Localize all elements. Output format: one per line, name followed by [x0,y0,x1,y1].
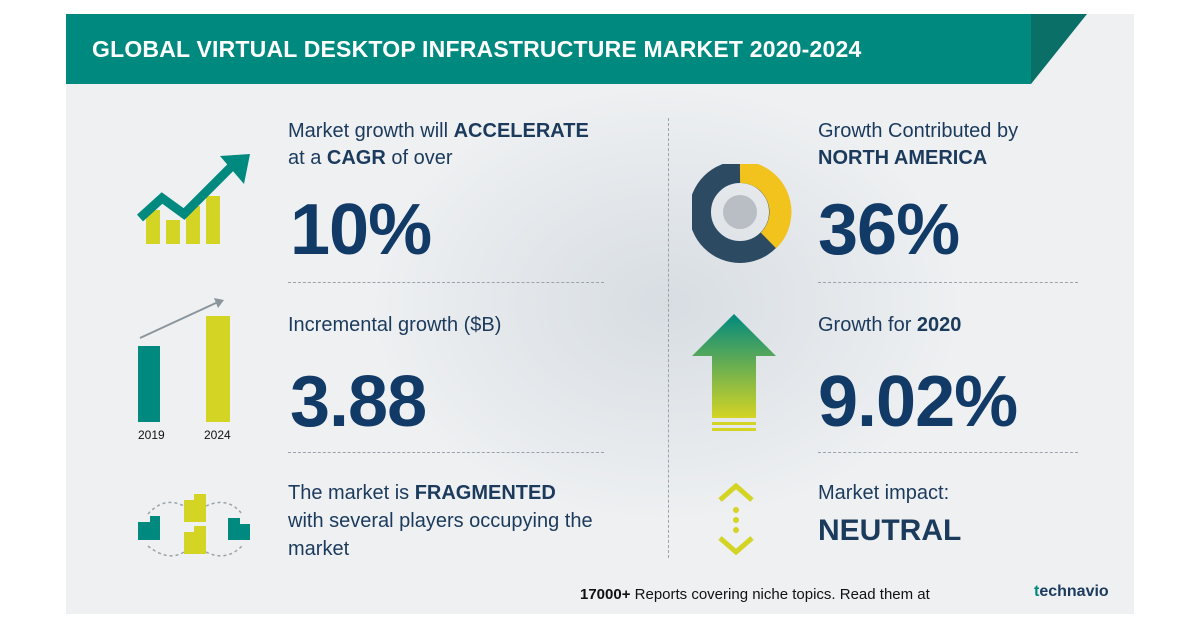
footer-text: 17000+ Reports covering niche topics. Re… [580,586,930,603]
region-value: 36% [818,190,960,270]
cagr-value: 10% [290,190,432,270]
incremental-value: 3.88 [290,362,427,442]
fragmented-line3: market [288,538,350,560]
yoy-label-prefix: Growth for [818,314,917,336]
technavio-logo-text: echnavio [1039,583,1109,600]
neutral-impact-icon [718,482,754,556]
impact-label: Market impact: [818,482,950,504]
fragmented-line1-prefix: The market is [288,482,415,504]
up-arrow-icon [692,314,776,431]
yoy-year-emph: 2020 [916,314,962,336]
growth-line2: at a CAGR of over [288,145,453,172]
yoy-value: 9.02% [818,362,1018,442]
divider [818,282,1078,283]
growth-line2-suffix: of over [385,147,453,169]
divider [288,282,604,283]
growth-accelerate-emph: ACCELERATE [453,120,589,142]
buildings-network-icon [138,494,250,557]
impact-value: NEUTRAL [818,514,962,547]
background-glow [366,84,966,524]
title-bar: GLOBAL VIRTUAL DESKTOP INFRASTRUCTURE MA… [66,14,1031,84]
technavio-logo-mark: t [1034,583,1040,600]
column-divider [668,118,669,558]
footer-description: Reports covering niche topics. Read them… [630,586,930,603]
growth-line1-prefix: Market growth will [288,120,454,142]
incremental-bars-icon [138,298,230,422]
infographic-card: GLOBAL VIRTUAL DESKTOP INFRASTRUCTURE MA… [66,14,1134,614]
region-line1: Growth Contributed by [818,120,1019,142]
page-title: GLOBAL VIRTUAL DESKTOP INFRASTRUCTURE MA… [92,36,862,62]
bar-label-2019: 2019 [138,428,165,442]
fragmented-emph: FRAGMENTED [414,482,556,504]
fragmented-line1: The market is FRAGMENTED [288,480,556,507]
growth-line2-prefix: at a [288,147,327,169]
divider [288,452,604,453]
region-line2: NORTH AMERICA [818,147,988,169]
incremental-label: Incremental growth ($B) [288,314,502,336]
divider [818,452,1078,453]
donut-chart-icon [692,164,792,263]
yoy-label: Growth for 2020 [818,312,961,339]
fragmented-line2: with several players occupying the [288,510,593,532]
growth-chart-icon [136,154,250,244]
title-bar-corner [1031,14,1087,84]
reports-count: 17000+ [580,586,631,603]
technavio-logo[interactable]: technavio [1034,583,1109,601]
growth-line1: Market growth will ACCELERATE [288,118,589,145]
growth-cagr-emph: CAGR [326,147,386,169]
bar-label-2024: 2024 [204,428,231,442]
